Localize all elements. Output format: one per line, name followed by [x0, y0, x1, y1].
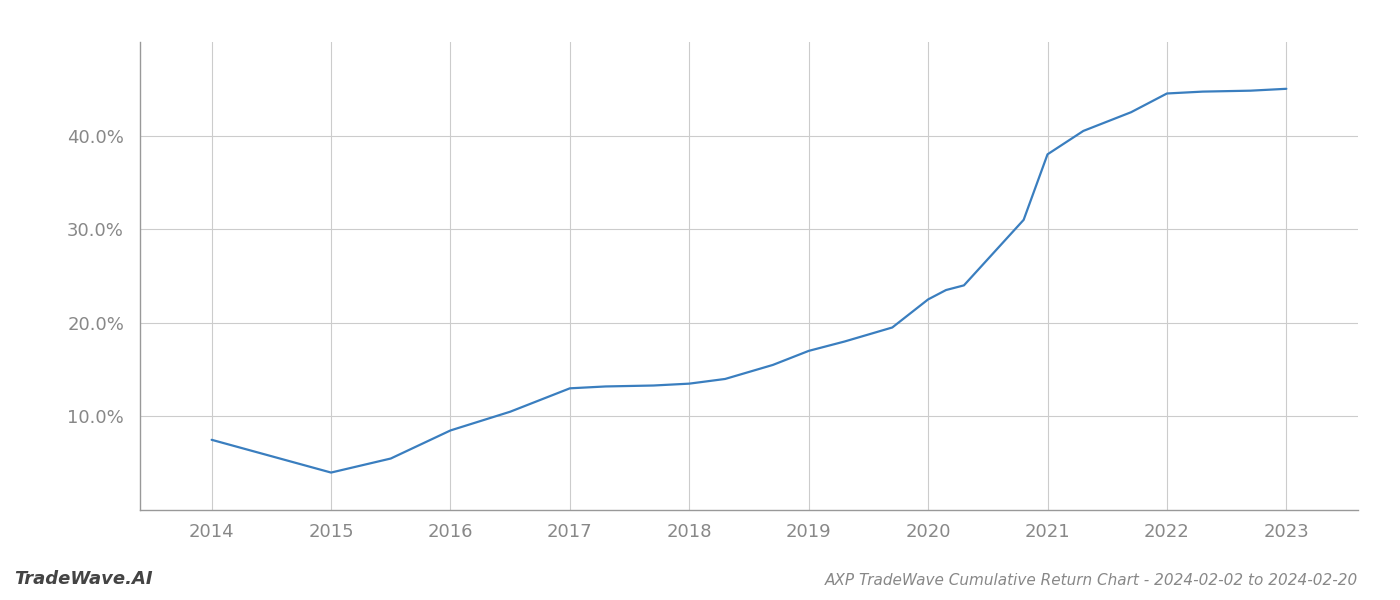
Text: AXP TradeWave Cumulative Return Chart - 2024-02-02 to 2024-02-20: AXP TradeWave Cumulative Return Chart - …: [825, 573, 1358, 588]
Text: TradeWave.AI: TradeWave.AI: [14, 570, 153, 588]
